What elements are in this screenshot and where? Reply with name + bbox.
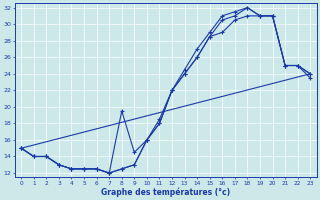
X-axis label: Graphe des températures (°c): Graphe des températures (°c): [101, 187, 230, 197]
